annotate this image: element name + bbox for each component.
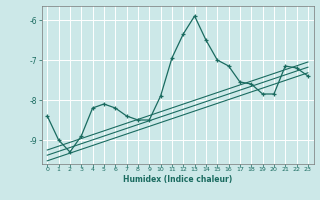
- X-axis label: Humidex (Indice chaleur): Humidex (Indice chaleur): [123, 175, 232, 184]
